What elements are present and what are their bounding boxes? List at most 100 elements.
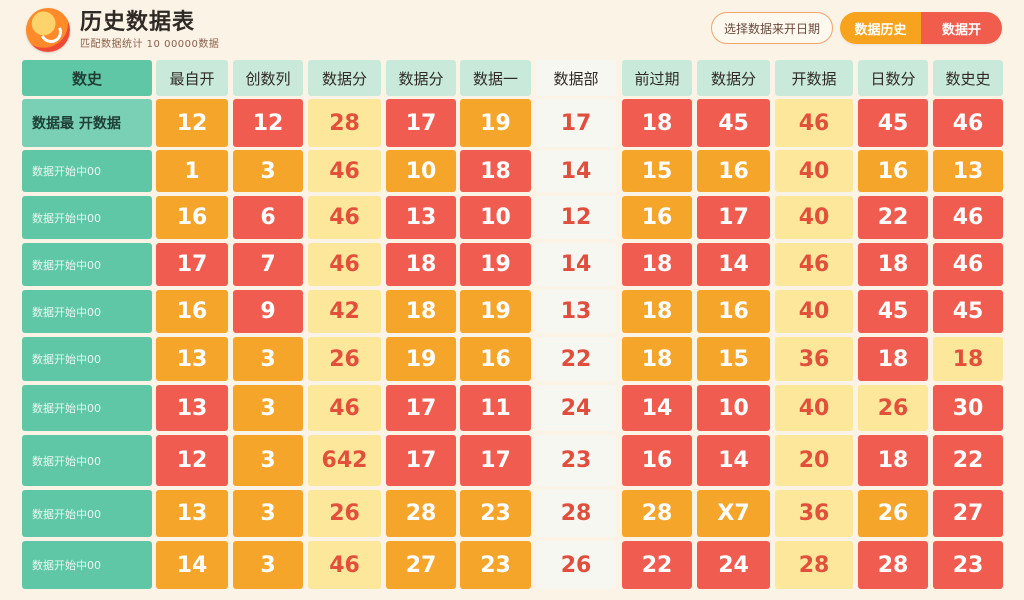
table-cell[interactable]: 40 (775, 385, 853, 431)
table-cell[interactable]: 42 (308, 290, 381, 333)
table-cell[interactable]: 14 (536, 150, 616, 192)
table-cell[interactable]: 12 (156, 99, 228, 147)
table-cell[interactable]: 46 (308, 243, 381, 286)
table-cell[interactable]: 3 (233, 337, 303, 381)
column-header[interactable]: 数据分 (697, 60, 770, 96)
column-header[interactable]: 创数列 (233, 60, 303, 96)
table-cell[interactable]: 46 (933, 196, 1003, 239)
table-cell[interactable]: 20 (775, 435, 853, 486)
table-cell[interactable]: 10 (460, 196, 531, 239)
table-cell[interactable]: 16 (156, 290, 228, 333)
table-cell[interactable]: 28 (308, 99, 381, 147)
table-cell[interactable]: 40 (775, 196, 853, 239)
table-cell[interactable]: 36 (775, 490, 853, 537)
table-cell[interactable]: 13 (156, 385, 228, 431)
column-header[interactable]: 数史史 (933, 60, 1003, 96)
table-cell[interactable]: 28 (386, 490, 456, 537)
table-cell[interactable]: 14 (697, 243, 770, 286)
tab-history[interactable]: 数据历史 (840, 12, 921, 44)
table-cell[interactable]: 23 (460, 490, 531, 537)
table-cell[interactable]: 18 (386, 290, 456, 333)
table-cell[interactable]: 16 (460, 337, 531, 381)
table-cell[interactable]: 22 (536, 337, 616, 381)
table-cell[interactable]: 14 (622, 385, 692, 431)
table-cell[interactable]: 46 (775, 99, 853, 147)
table-cell[interactable]: 22 (858, 196, 928, 239)
table-cell[interactable]: 23 (536, 435, 616, 486)
table-cell[interactable]: 19 (460, 243, 531, 286)
table-cell[interactable]: X7 (697, 490, 770, 537)
table-cell[interactable]: 40 (775, 150, 853, 192)
table-cell[interactable]: 1 (156, 150, 228, 192)
table-cell[interactable]: 17 (697, 196, 770, 239)
table-cell[interactable]: 7 (233, 243, 303, 286)
table-cell[interactable]: 19 (386, 337, 456, 381)
table-cell[interactable]: 13 (536, 290, 616, 333)
column-header[interactable]: 日数分 (858, 60, 928, 96)
table-cell[interactable]: 15 (622, 150, 692, 192)
view-toggle[interactable]: 数据历史 数据开 (840, 12, 1002, 44)
column-header[interactable]: 前过期 (622, 60, 692, 96)
table-cell[interactable]: 10 (697, 385, 770, 431)
table-cell[interactable]: 13 (156, 490, 228, 537)
table-cell[interactable]: 28 (858, 541, 928, 589)
table-cell[interactable]: 3 (233, 541, 303, 589)
table-cell[interactable]: 17 (536, 99, 616, 147)
table-cell[interactable]: 17 (386, 99, 456, 147)
table-cell[interactable]: 12 (233, 99, 303, 147)
table-cell[interactable]: 18 (622, 99, 692, 147)
table-cell[interactable]: 14 (536, 243, 616, 286)
table-cell[interactable]: 40 (775, 290, 853, 333)
table-cell[interactable]: 46 (775, 243, 853, 286)
table-cell[interactable]: 3 (233, 385, 303, 431)
table-cell[interactable]: 18 (460, 150, 531, 192)
table-cell[interactable]: 12 (536, 196, 616, 239)
table-cell[interactable]: 19 (460, 99, 531, 147)
table-cell[interactable]: 16 (156, 196, 228, 239)
table-cell[interactable]: 6 (233, 196, 303, 239)
table-cell[interactable]: 18 (622, 290, 692, 333)
table-cell[interactable]: 26 (308, 490, 381, 537)
table-cell[interactable]: 13 (933, 150, 1003, 192)
table-cell[interactable]: 18 (858, 435, 928, 486)
table-cell[interactable]: 26 (858, 490, 928, 537)
table-cell[interactable]: 3 (233, 490, 303, 537)
table-cell[interactable]: 27 (933, 490, 1003, 537)
table-cell[interactable]: 17 (386, 385, 456, 431)
table-cell[interactable]: 46 (308, 196, 381, 239)
tab-open[interactable]: 数据开 (921, 12, 1002, 44)
table-cell[interactable]: 24 (536, 385, 616, 431)
table-cell[interactable]: 26 (858, 385, 928, 431)
column-header[interactable]: 最自开 (156, 60, 228, 96)
column-header[interactable]: 开数据 (775, 60, 853, 96)
table-cell[interactable]: 13 (386, 196, 456, 239)
table-cell[interactable]: 3 (233, 150, 303, 192)
column-header[interactable]: 数据部 (536, 60, 616, 96)
table-cell[interactable]: 46 (308, 150, 381, 192)
table-cell[interactable]: 17 (460, 435, 531, 486)
table-cell[interactable]: 36 (775, 337, 853, 381)
table-cell[interactable]: 27 (386, 541, 456, 589)
table-cell[interactable]: 14 (156, 541, 228, 589)
table-cell[interactable]: 26 (308, 337, 381, 381)
table-cell[interactable]: 3 (233, 435, 303, 486)
table-cell[interactable]: 45 (933, 290, 1003, 333)
table-cell[interactable]: 45 (697, 99, 770, 147)
table-cell[interactable]: 16 (697, 290, 770, 333)
table-cell[interactable]: 18 (858, 337, 928, 381)
table-cell[interactable]: 22 (933, 435, 1003, 486)
table-cell[interactable]: 16 (858, 150, 928, 192)
column-header[interactable]: 数据一 (460, 60, 531, 96)
table-cell[interactable]: 16 (622, 435, 692, 486)
table-cell[interactable]: 45 (858, 99, 928, 147)
table-cell[interactable]: 28 (775, 541, 853, 589)
table-cell[interactable]: 28 (536, 490, 616, 537)
table-cell[interactable]: 16 (622, 196, 692, 239)
table-cell[interactable]: 12 (156, 435, 228, 486)
table-cell[interactable]: 45 (858, 290, 928, 333)
table-cell[interactable]: 11 (460, 385, 531, 431)
table-cell[interactable]: 16 (697, 150, 770, 192)
table-cell[interactable]: 17 (156, 243, 228, 286)
table-cell[interactable]: 13 (156, 337, 228, 381)
table-cell[interactable]: 22 (622, 541, 692, 589)
